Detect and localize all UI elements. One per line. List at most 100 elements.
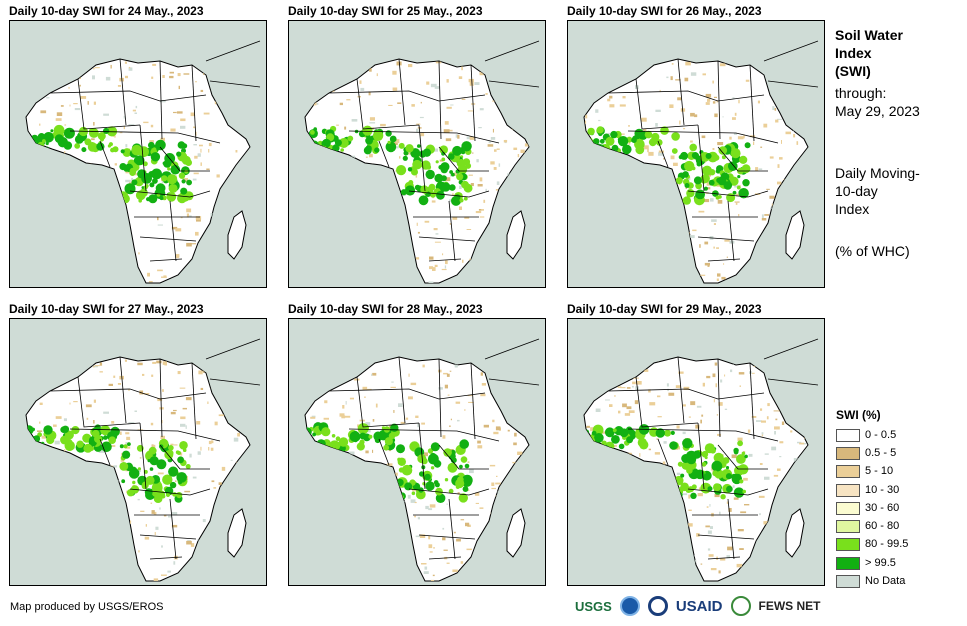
country-border [69,130,221,144]
legend-label: 0 - 0.5 [865,429,897,441]
dry-patch [494,149,497,152]
dry-patch [193,126,196,129]
wet-patch [736,185,741,190]
dry-patch [128,389,130,391]
wet-patch [148,194,158,204]
dry-patch [767,403,770,407]
dry-patch [125,432,130,435]
wet-patch [650,136,658,144]
fews-globe-icon [730,596,751,616]
dry-patch [366,388,372,391]
dry-patch [585,120,587,124]
dry-patch [628,141,631,145]
dry-patch [433,547,435,549]
wet-patch [739,155,748,164]
country-border [205,338,261,360]
dry-patch [694,114,698,118]
dry-patch [712,373,716,378]
country-border [635,78,699,130]
wet-patch [385,141,397,153]
dry-patch [709,504,711,507]
dry-patch [360,87,365,91]
dry-patch [123,126,125,130]
dry-patch [479,507,484,509]
dry-patch [607,98,611,102]
dry-patch [218,482,222,485]
madagascar-landmass [227,508,247,558]
dry-patch [162,75,165,78]
dry-patch [662,461,666,465]
dry-patch [460,519,465,521]
dry-patch [673,162,678,166]
dry-patch [170,128,176,132]
dry-patch [761,214,764,219]
dry-patch [781,421,785,425]
wet-patch [625,426,633,434]
panel-title: Daily 10-day SWI for 25 May., 2023 [288,4,483,18]
dry-patch [392,142,398,146]
dry-patch [163,275,167,278]
dry-patch [361,421,363,425]
wet-patch [682,196,691,205]
dry-patch [514,432,517,437]
dry-patch [68,87,70,89]
dry-patch [113,375,116,378]
dry-patch [469,136,475,140]
dry-patch [432,267,436,271]
dry-patch [485,188,487,192]
dry-patch [446,562,450,564]
dry-patch [41,435,47,439]
dry-patch [93,366,95,368]
dry-patch [117,383,122,385]
dry-patch [194,155,198,159]
swi-map-svg [289,21,545,287]
dry-patch [793,458,799,462]
dry-patch [208,447,210,451]
wet-patch [435,160,439,164]
dry-patch [626,387,631,389]
wet-patch [712,470,719,477]
wet-patch [605,136,615,146]
dry-patch [703,199,710,203]
dry-patch [513,442,517,446]
dry-patch [92,365,98,368]
dry-patch [148,281,153,283]
wet-patch [737,175,741,179]
dry-patch [364,396,366,398]
dry-patch [478,127,482,129]
dry-patch [157,269,163,272]
dry-patch [737,437,743,441]
dry-patch [175,228,182,232]
country-border [205,40,261,62]
legend-swatch [836,501,860,515]
wet-patch [464,463,470,469]
dry-patch [196,421,201,425]
dry-patch [617,386,622,388]
dry-patch [722,116,724,118]
dry-patch [448,129,453,132]
dry-patch [369,153,373,158]
dry-patch [39,123,41,126]
dry-patch [169,75,174,79]
dry-patch [598,119,601,122]
dry-patch [429,504,436,508]
dry-patch [87,101,89,105]
country-border [697,124,705,192]
dry-patch [697,493,703,497]
dry-patch [769,156,774,159]
dry-patch [452,216,458,220]
wet-patch [365,136,373,145]
wet-patch [449,184,456,191]
dry-patch [704,262,710,266]
dry-patch [690,401,696,406]
wet-patch [374,437,381,444]
dry-patch [740,511,747,514]
dry-patch [398,403,403,407]
dry-patch [726,501,729,504]
dry-patch [732,117,736,120]
dry-patch [336,124,339,126]
country-border [129,190,211,198]
wet-patch [420,185,429,194]
dry-patch [137,498,140,501]
dry-patch [736,563,743,568]
